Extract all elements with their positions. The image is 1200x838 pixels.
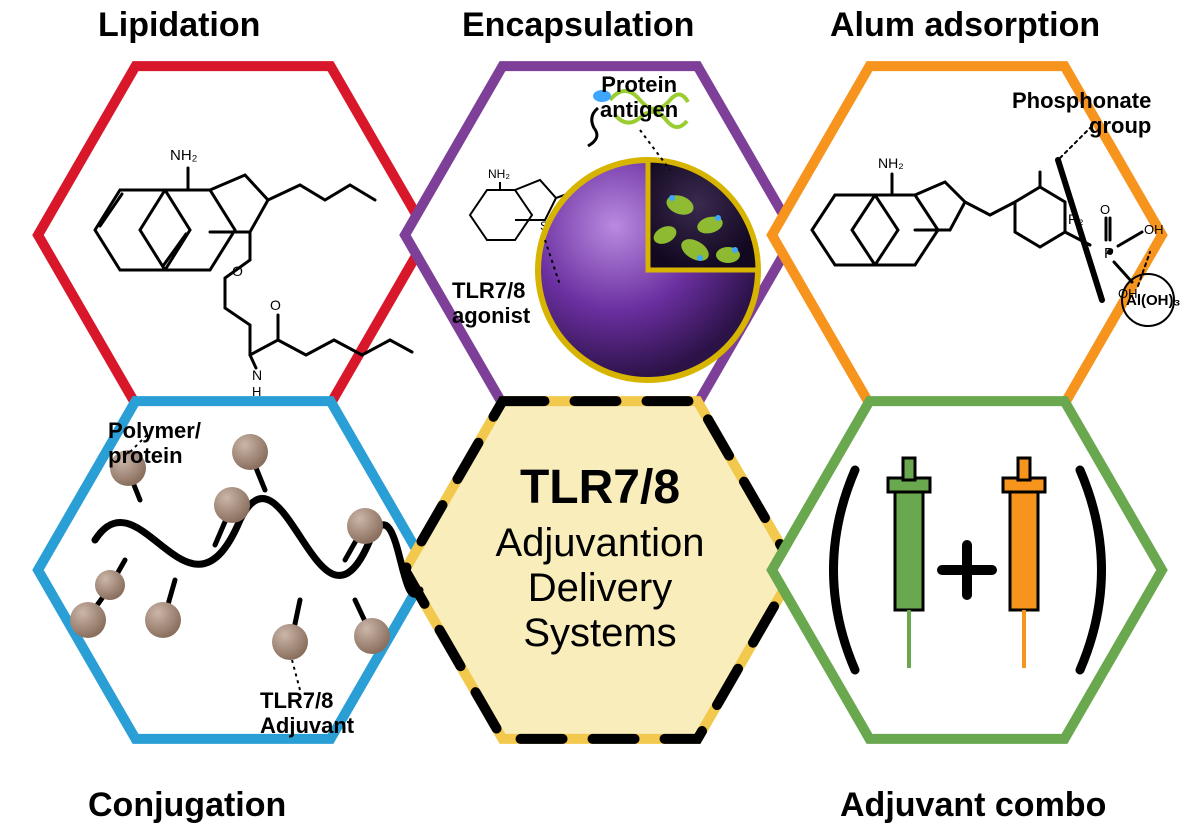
center-line4: Systems (455, 611, 745, 656)
center-line2: Adjuvantion (455, 521, 745, 566)
svg-text:NH₂: NH₂ (170, 147, 198, 164)
svg-text:NH₂: NH₂ (488, 167, 510, 181)
label-tlr-adjuvant: TLR7/8 Adjuvant (260, 688, 354, 739)
center-text: TLR7/8 Adjuvantion Delivery Systems (455, 460, 745, 656)
title-alum: Alum adsorption (830, 6, 1100, 45)
label-polymer-protein: Polymer/ protein (108, 418, 201, 469)
title-encapsulation: Encapsulation (462, 6, 694, 45)
label-tlr-agonist: TLR7/8 agonist (452, 278, 530, 329)
svg-text:O: O (232, 263, 243, 279)
svg-text:NH₂: NH₂ (878, 155, 904, 171)
label-protein-antigen: Protein antigen (600, 72, 678, 123)
tlr78-hex-diagram: NH₂ O O N H NH₂ S (0, 0, 1200, 833)
title-combo: Adjuvant combo (840, 786, 1106, 825)
center-line1: TLR7/8 (455, 460, 745, 515)
label-phosphonate: Phosphonate group (1012, 88, 1151, 139)
svg-text:OH: OH (1144, 222, 1164, 237)
center-line3: Delivery (455, 566, 745, 611)
svg-text:P: P (1104, 245, 1114, 262)
svg-text:N: N (252, 367, 262, 383)
svg-text:O: O (1100, 202, 1110, 217)
title-lipidation: Lipidation (98, 6, 260, 45)
svg-text:O: O (270, 297, 281, 313)
label-aloh3: Al(OH)₃ (1126, 292, 1180, 309)
svg-text:H: H (252, 384, 261, 399)
title-conjugation: Conjugation (88, 786, 286, 825)
